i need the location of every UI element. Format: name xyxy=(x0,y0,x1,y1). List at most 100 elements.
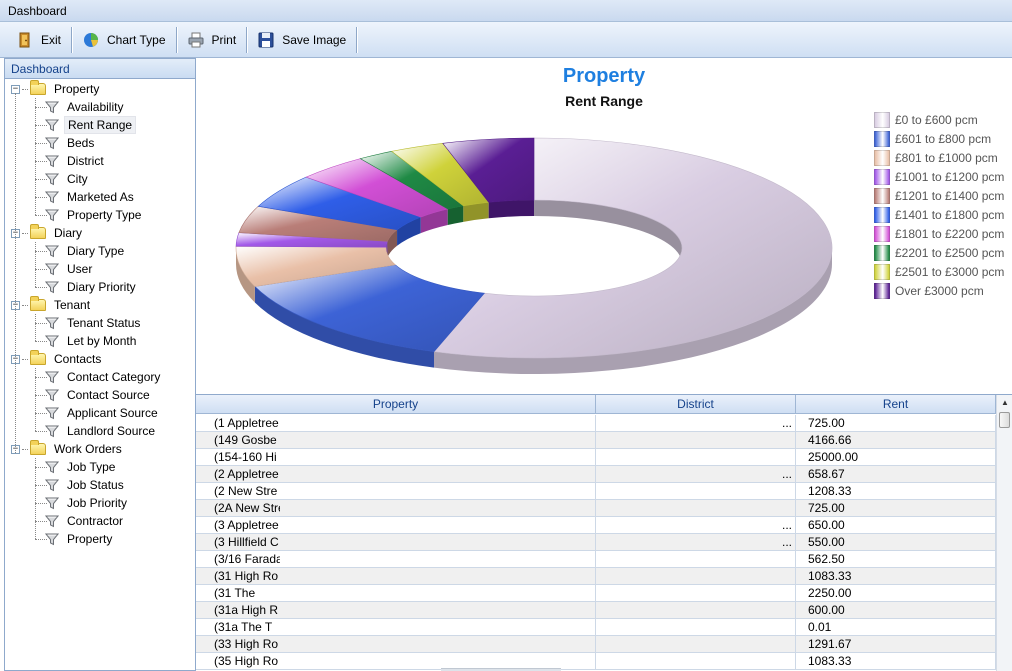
cell-district[interactable]: ... xyxy=(596,415,796,431)
tree-item-user[interactable]: User xyxy=(5,260,195,278)
cell-property[interactable]: (31 The xyxy=(196,585,596,601)
tree-item-beds[interactable]: Beds xyxy=(5,134,195,152)
table-row[interactable]: (31 The 2250.00 xyxy=(196,585,996,602)
tree-item-city[interactable]: City xyxy=(5,170,195,188)
cell-rent[interactable]: 658.67 xyxy=(796,466,996,482)
cell-rent[interactable]: 1208.33 xyxy=(796,483,996,499)
horizontal-scroll-indicator[interactable] xyxy=(441,668,561,671)
table-row[interactable]: (2 Appletree... 658.67 xyxy=(196,466,996,483)
cell-property[interactable]: (154-160 Hi xyxy=(196,449,596,465)
cell-rent[interactable]: 562.50 xyxy=(796,551,996,567)
save-image-button[interactable]: Save Image xyxy=(249,26,354,54)
table-row[interactable]: (1 Appletree... 725.00 xyxy=(196,415,996,432)
cell-property[interactable]: (2A New Stre xyxy=(196,500,596,516)
cell-district[interactable] xyxy=(596,653,796,669)
cell-district[interactable] xyxy=(596,585,796,601)
cell-rent[interactable]: 4166.66 xyxy=(796,432,996,448)
cell-district[interactable] xyxy=(596,432,796,448)
tree-item-applicant-source[interactable]: Applicant Source xyxy=(5,404,195,422)
column-header-rent[interactable]: Rent xyxy=(796,395,996,414)
chart-type-button[interactable]: Chart Type xyxy=(74,26,173,54)
cell-district[interactable] xyxy=(596,500,796,516)
cell-property[interactable]: (3/16 Farada xyxy=(196,551,596,567)
cell-district[interactable]: ... xyxy=(596,534,796,550)
column-header-district[interactable]: District xyxy=(596,395,796,414)
tree-item-diary-type[interactable]: Diary Type xyxy=(5,242,195,260)
tree-item-let-by-month[interactable]: Let by Month xyxy=(5,332,195,350)
cell-rent[interactable]: 1291.67 xyxy=(796,636,996,652)
tree-item-landlord-source[interactable]: Landlord Source xyxy=(5,422,195,440)
cell-district[interactable] xyxy=(596,619,796,635)
cell-rent[interactable]: 600.00 xyxy=(796,602,996,618)
tree-group-contacts[interactable]: − Contacts xyxy=(5,350,195,368)
vertical-scrollbar[interactable]: ▲ xyxy=(996,395,1012,671)
table-row[interactable]: (3 Appletree... 650.00 xyxy=(196,517,996,534)
cell-property[interactable]: (33 High Ro xyxy=(196,636,596,652)
table-row[interactable]: (3/16 Farada 562.50 xyxy=(196,551,996,568)
tree-item-contact-category[interactable]: Contact Category xyxy=(5,368,195,386)
table-row[interactable]: (2A New Stre 725.00 xyxy=(196,500,996,517)
tree-item-diary-priority[interactable]: Diary Priority xyxy=(5,278,195,296)
scroll-thumb[interactable] xyxy=(999,412,1010,428)
cell-property[interactable]: (31a The T xyxy=(196,619,596,635)
tree-item-job-status[interactable]: Job Status xyxy=(5,476,195,494)
tree-item-property-type[interactable]: Property Type xyxy=(5,206,195,224)
cell-district[interactable]: ... xyxy=(596,466,796,482)
cell-property[interactable]: (1 Appletree xyxy=(196,415,596,431)
cell-rent[interactable]: 1083.33 xyxy=(796,568,996,584)
cell-district[interactable] xyxy=(596,636,796,652)
scroll-up-icon[interactable]: ▲ xyxy=(1001,398,1009,407)
tree-item-district[interactable]: District xyxy=(5,152,195,170)
tree-item-property[interactable]: Property xyxy=(5,530,195,548)
table-row[interactable]: (3 Hillfield C... 550.00 xyxy=(196,534,996,551)
table-row[interactable]: (35 High Ro 1083.33 xyxy=(196,653,996,670)
tree-group-property[interactable]: − Property xyxy=(5,80,195,98)
cell-rent[interactable]: 550.00 xyxy=(796,534,996,550)
cell-property[interactable]: (31 High Ro xyxy=(196,568,596,584)
table-row[interactable]: (2 New Stre 1208.33 xyxy=(196,483,996,500)
cell-district[interactable]: ... xyxy=(596,517,796,533)
tree-group-tenant[interactable]: − Tenant xyxy=(5,296,195,314)
table-row[interactable]: (31a High R 600.00 xyxy=(196,602,996,619)
table-row[interactable]: (154-160 Hi 25000.00 xyxy=(196,449,996,466)
cell-property[interactable]: (31a High R xyxy=(196,602,596,618)
cell-rent[interactable]: 650.00 xyxy=(796,517,996,533)
table-row[interactable]: (33 High Ro 1291.67 xyxy=(196,636,996,653)
tree-item-contact-source[interactable]: Contact Source xyxy=(5,386,195,404)
column-header-property[interactable]: Property xyxy=(196,395,596,414)
cell-property[interactable]: (35 High Ro xyxy=(196,653,596,669)
cell-property[interactable]: (3 Hillfield C xyxy=(196,534,596,550)
tree-item-job-type[interactable]: Job Type xyxy=(5,458,195,476)
cell-district[interactable] xyxy=(596,483,796,499)
tree-item-tenant-status[interactable]: Tenant Status xyxy=(5,314,195,332)
cell-rent[interactable]: 1083.33 xyxy=(796,653,996,669)
cell-district[interactable] xyxy=(596,568,796,584)
cell-property[interactable]: (149 Gosbe xyxy=(196,432,596,448)
tree-item-availability[interactable]: Availability xyxy=(5,98,195,116)
cell-property[interactable]: (2 Appletree xyxy=(196,466,596,482)
table-row[interactable]: (31 High Ro 1083.33 xyxy=(196,568,996,585)
tree-group-diary[interactable]: − Diary xyxy=(5,224,195,242)
donut-slice[interactable] xyxy=(433,137,833,359)
cell-rent[interactable]: 725.00 xyxy=(796,500,996,516)
tree-group-work-orders[interactable]: − Work Orders xyxy=(5,440,195,458)
cell-rent[interactable]: 2250.00 xyxy=(796,585,996,601)
donut-slice[interactable] xyxy=(254,264,485,352)
print-button[interactable]: Print xyxy=(179,26,245,54)
cell-rent[interactable]: 25000.00 xyxy=(796,449,996,465)
cell-district[interactable] xyxy=(596,551,796,567)
cell-property[interactable]: (3 Appletree xyxy=(196,517,596,533)
table-row[interactable]: (31a The T 0.01 xyxy=(196,619,996,636)
tree-item-contractor[interactable]: Contractor xyxy=(5,512,195,530)
cell-property[interactable]: (2 New Stre xyxy=(196,483,596,499)
cell-rent[interactable]: 0.01 xyxy=(796,619,996,635)
donut-slice[interactable] xyxy=(442,137,535,203)
tree-item-marketed-as[interactable]: Marketed As xyxy=(5,188,195,206)
cell-rent[interactable]: 725.00 xyxy=(796,415,996,431)
cell-district[interactable] xyxy=(596,449,796,465)
table-row[interactable]: (149 Gosbe 4166.66 xyxy=(196,432,996,449)
tree-item-job-priority[interactable]: Job Priority xyxy=(5,494,195,512)
exit-button[interactable]: Exit xyxy=(8,26,69,54)
tree-item-rent-range[interactable]: Rent Range xyxy=(5,116,195,134)
cell-district[interactable] xyxy=(596,602,796,618)
